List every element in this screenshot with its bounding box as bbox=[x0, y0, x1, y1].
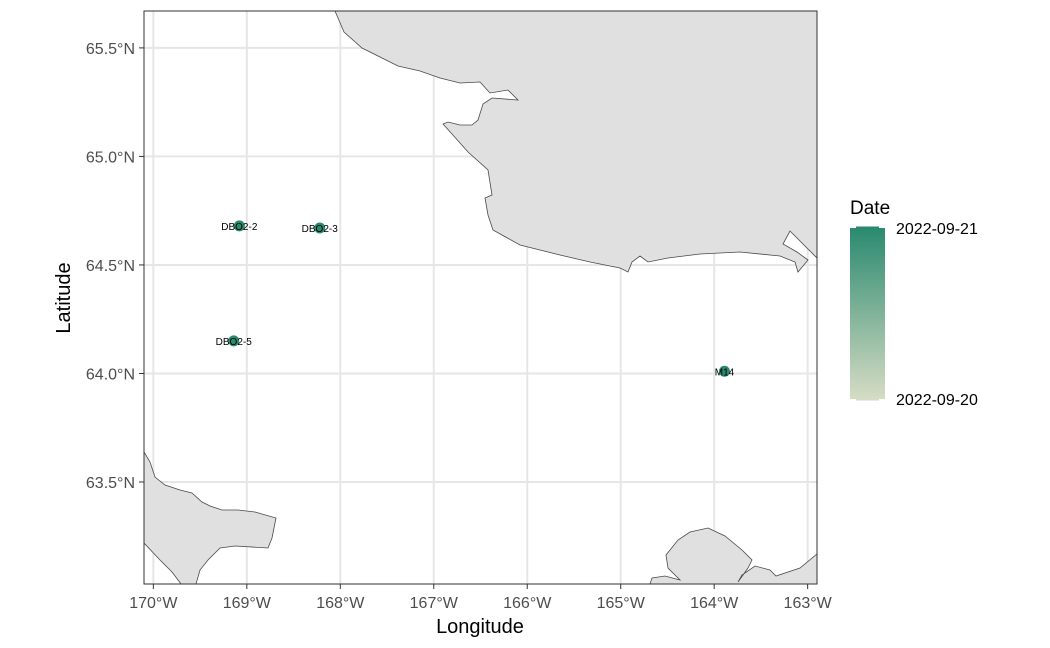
x-tick-label: 166°W bbox=[503, 595, 552, 612]
station-label: DBO2-3 bbox=[302, 224, 339, 235]
station-point bbox=[718, 365, 730, 377]
y-tick-label: 65.0°N bbox=[86, 149, 135, 166]
legend-title: Date bbox=[850, 198, 890, 219]
x-tick-label: 170°W bbox=[129, 595, 178, 612]
x-axis-title: Longitude bbox=[436, 616, 524, 638]
x-tick-label: 168°W bbox=[316, 595, 365, 612]
y-tick-label: 64.5°N bbox=[86, 258, 135, 275]
station-points: DBO2-2 DBO2-3 DBO2-5 M14 bbox=[216, 220, 735, 378]
y-tick-label: 64.0°N bbox=[86, 366, 135, 383]
y-axis-title: Latitude bbox=[53, 262, 75, 333]
land-st-lawrence-island bbox=[144, 451, 277, 584]
legend-colorbar bbox=[850, 228, 885, 399]
legend-label-min: 2022-09-20 bbox=[896, 392, 978, 409]
x-tick-label: 164°W bbox=[690, 595, 739, 612]
land-alaska-seward-peninsula bbox=[334, 11, 817, 273]
y-tick-label: 65.5°N bbox=[86, 41, 135, 58]
x-tick-label: 169°W bbox=[223, 595, 272, 612]
land-layer bbox=[144, 11, 817, 584]
station-label: DBO2-5 bbox=[216, 337, 253, 348]
legend: Date 2022-09-21 2022-09-20 bbox=[850, 198, 978, 409]
x-tick-label: 165°W bbox=[597, 595, 646, 612]
land-norton-sound-south bbox=[649, 527, 817, 584]
panel-border bbox=[143, 10, 818, 585]
y-tick-label: 63.5°N bbox=[86, 475, 135, 492]
station-label: M14 bbox=[715, 367, 735, 378]
x-tick-label: 163°W bbox=[784, 595, 833, 612]
station-point bbox=[228, 335, 240, 347]
x-tick-label: 167°W bbox=[410, 595, 459, 612]
legend-label-max: 2022-09-21 bbox=[896, 221, 978, 238]
axes: 170°W 169°W 168°W 167°W 166°W 165°W 164°W 163°W… bbox=[86, 41, 833, 612]
station-point bbox=[233, 220, 245, 232]
station-label: DBO2-2 bbox=[221, 222, 258, 233]
station-point bbox=[314, 222, 326, 234]
